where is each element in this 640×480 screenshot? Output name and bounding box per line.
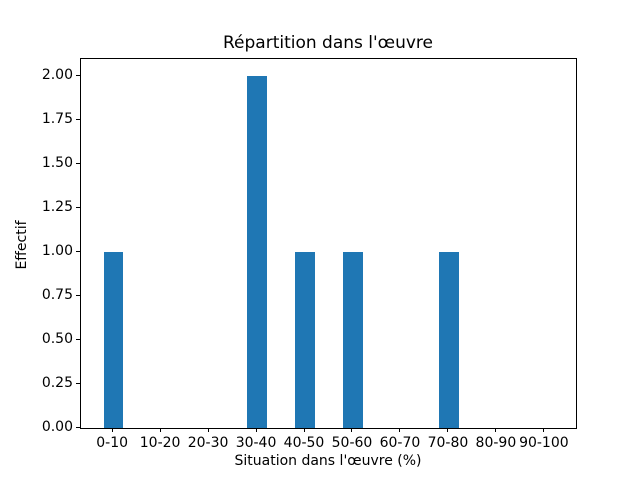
y-tick-label: 1.75 bbox=[41, 111, 73, 128]
x-tick-label: 50-60 bbox=[331, 435, 373, 451]
y-tick-mark bbox=[76, 338, 80, 340]
y-tick-label: 0.50 bbox=[41, 331, 73, 348]
x-tick-mark bbox=[495, 428, 497, 432]
x-tick-mark bbox=[303, 428, 305, 432]
y-tick-label: 0.75 bbox=[41, 287, 73, 304]
chart-title: Répartition dans l'œuvre bbox=[222, 33, 433, 53]
y-tick-mark bbox=[76, 426, 80, 428]
x-tick-label: 90-100 bbox=[519, 435, 569, 451]
x-tick-mark bbox=[543, 428, 545, 432]
y-tick-mark bbox=[76, 118, 80, 120]
x-tick-mark bbox=[159, 428, 161, 432]
bar-30-40 bbox=[247, 76, 267, 428]
y-tick-mark bbox=[76, 382, 80, 384]
x-tick-mark bbox=[399, 428, 401, 432]
x-tick-mark bbox=[255, 428, 257, 432]
bar-0-10 bbox=[103, 252, 123, 428]
y-tick-label: 1.00 bbox=[41, 243, 73, 260]
y-tick-mark bbox=[76, 74, 80, 76]
y-tick-label: 0.25 bbox=[41, 375, 73, 392]
bar-70-80 bbox=[439, 252, 459, 428]
x-axis-label: Situation dans l'œuvre (%) bbox=[234, 453, 422, 469]
y-tick-mark bbox=[76, 162, 80, 164]
y-tick-label: 2.00 bbox=[41, 67, 73, 84]
x-tick-mark bbox=[447, 428, 449, 432]
bar-50-60 bbox=[343, 252, 363, 428]
x-tick-label: 40-50 bbox=[283, 435, 325, 451]
x-tick-mark bbox=[351, 428, 353, 432]
x-tick-mark bbox=[207, 428, 209, 432]
x-tick-label: 80-90 bbox=[475, 435, 517, 451]
x-tick-label: 60-70 bbox=[379, 435, 421, 451]
y-tick-mark bbox=[76, 250, 80, 252]
y-tick-label: 0.00 bbox=[41, 419, 73, 436]
y-tick-label: 1.50 bbox=[41, 155, 73, 172]
x-tick-mark bbox=[111, 428, 113, 432]
bar-40-50 bbox=[295, 252, 315, 428]
y-tick-mark bbox=[76, 294, 80, 296]
x-tick-label: 70-80 bbox=[427, 435, 469, 451]
x-tick-label: 20-30 bbox=[187, 435, 229, 451]
x-tick-label: 10-20 bbox=[139, 435, 181, 451]
y-tick-label: 1.25 bbox=[41, 199, 73, 216]
x-tick-label: 0-10 bbox=[96, 435, 129, 451]
plot-area bbox=[80, 58, 577, 429]
x-tick-label: 30-40 bbox=[235, 435, 277, 451]
y-tick-mark bbox=[76, 206, 80, 208]
